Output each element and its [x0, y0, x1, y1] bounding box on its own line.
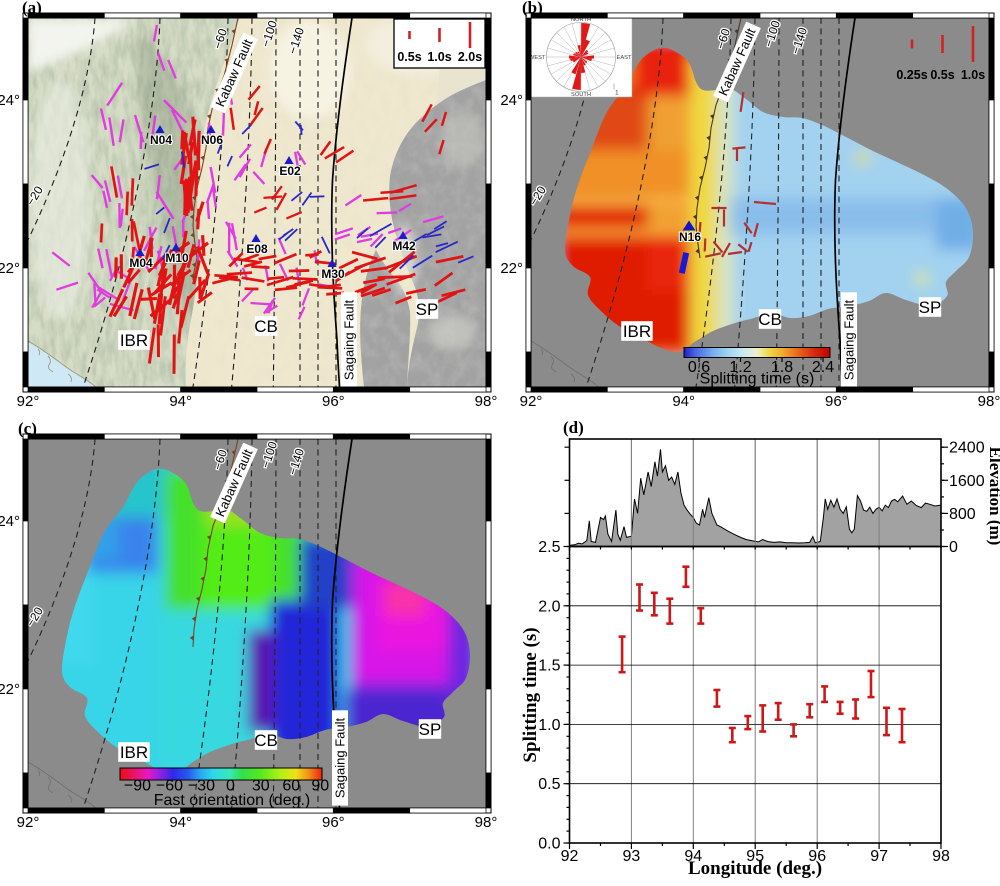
svg-text:E08: E08	[246, 242, 268, 256]
svg-text:SP: SP	[919, 298, 942, 317]
svg-text:96°: 96°	[825, 393, 848, 410]
svg-text:SOUTH: SOUTH	[571, 92, 591, 98]
svg-text:M04: M04	[129, 256, 153, 270]
svg-text:IBR: IBR	[120, 331, 148, 350]
svg-text:M10: M10	[165, 251, 189, 265]
svg-text:92: 92	[561, 848, 579, 865]
svg-text:93: 93	[623, 848, 641, 865]
svg-text:M42: M42	[392, 239, 416, 253]
svg-text:Sagaing Fault: Sagaing Fault	[332, 718, 347, 799]
svg-text:0.5: 0.5	[538, 776, 560, 793]
svg-text:CB: CB	[254, 317, 278, 336]
svg-text:Sagaing Fault: Sagaing Fault	[341, 300, 356, 381]
svg-text:2.0s: 2.0s	[458, 50, 482, 64]
svg-text:EAST: EAST	[617, 55, 632, 61]
svg-text:WEST: WEST	[529, 55, 546, 61]
svg-text:97: 97	[870, 848, 888, 865]
svg-text:90: 90	[311, 778, 329, 795]
svg-text:2.0: 2.0	[538, 598, 560, 615]
svg-text:24°: 24°	[500, 92, 523, 109]
svg-text:24°: 24°	[0, 513, 20, 530]
svg-text:1.5: 1.5	[538, 658, 560, 675]
svg-text:(d): (d)	[563, 418, 584, 437]
svg-text:96°: 96°	[322, 814, 345, 831]
svg-text:(b): (b)	[522, 0, 543, 17]
svg-text:Splitting time (s): Splitting time (s)	[700, 371, 815, 388]
svg-text:0: 0	[949, 539, 958, 556]
svg-text:22°: 22°	[0, 260, 20, 277]
svg-text:2.4: 2.4	[812, 359, 834, 376]
svg-text:98°: 98°	[978, 393, 1000, 410]
svg-text:98: 98	[932, 848, 950, 865]
svg-text:1: 1	[615, 90, 619, 97]
svg-text:(c): (c)	[18, 419, 37, 438]
svg-text:0.25s: 0.25s	[896, 68, 927, 82]
svg-text:98°: 98°	[475, 393, 498, 410]
svg-text:24°: 24°	[0, 92, 20, 109]
svg-text:Fast orientation (deg.): Fast orientation (deg.)	[154, 792, 311, 809]
svg-text:98°: 98°	[475, 814, 498, 831]
svg-text:1.0s: 1.0s	[427, 50, 451, 64]
svg-text:IBR: IBR	[120, 743, 148, 762]
svg-text:0.5s: 0.5s	[397, 50, 421, 64]
svg-text:96°: 96°	[322, 393, 345, 410]
svg-text:92°: 92°	[17, 814, 40, 831]
svg-text:N16: N16	[679, 230, 701, 244]
svg-text:94°: 94°	[672, 393, 695, 410]
svg-text:SP: SP	[419, 720, 442, 739]
svg-text:SP: SP	[416, 300, 439, 319]
svg-text:M30: M30	[321, 267, 345, 281]
svg-text:(a): (a)	[22, 0, 42, 17]
svg-text:CB: CB	[254, 731, 278, 750]
svg-text:CB: CB	[758, 310, 782, 329]
svg-text:800: 800	[949, 506, 976, 523]
svg-text:94°: 94°	[169, 814, 192, 831]
svg-text:Elevation (m): Elevation (m)	[986, 447, 1000, 546]
svg-text:0.5s: 0.5s	[930, 68, 954, 82]
svg-text:Splitting time (s): Splitting time (s)	[520, 627, 541, 762]
svg-text:−90: −90	[124, 778, 151, 795]
svg-text:94°: 94°	[169, 393, 192, 410]
svg-text:2400: 2400	[949, 440, 985, 457]
svg-text:1.0s: 1.0s	[961, 68, 985, 82]
svg-text:1600: 1600	[949, 473, 985, 490]
svg-text:22°: 22°	[500, 260, 523, 277]
svg-text:92°: 92°	[520, 393, 543, 410]
svg-text:2.5: 2.5	[538, 539, 560, 556]
svg-text:IBR: IBR	[623, 322, 651, 341]
svg-text:Sagaing Fault: Sagaing Fault	[841, 300, 856, 381]
svg-text:1.0: 1.0	[538, 717, 560, 734]
svg-text:0.0: 0.0	[538, 836, 560, 853]
svg-text:N04: N04	[150, 133, 172, 147]
svg-text:N06: N06	[201, 133, 223, 147]
svg-text:22°: 22°	[0, 681, 20, 698]
svg-text:92°: 92°	[17, 393, 40, 410]
svg-text:E02: E02	[279, 164, 301, 178]
svg-text:Longitude (deg.): Longitude (deg.)	[688, 858, 822, 879]
